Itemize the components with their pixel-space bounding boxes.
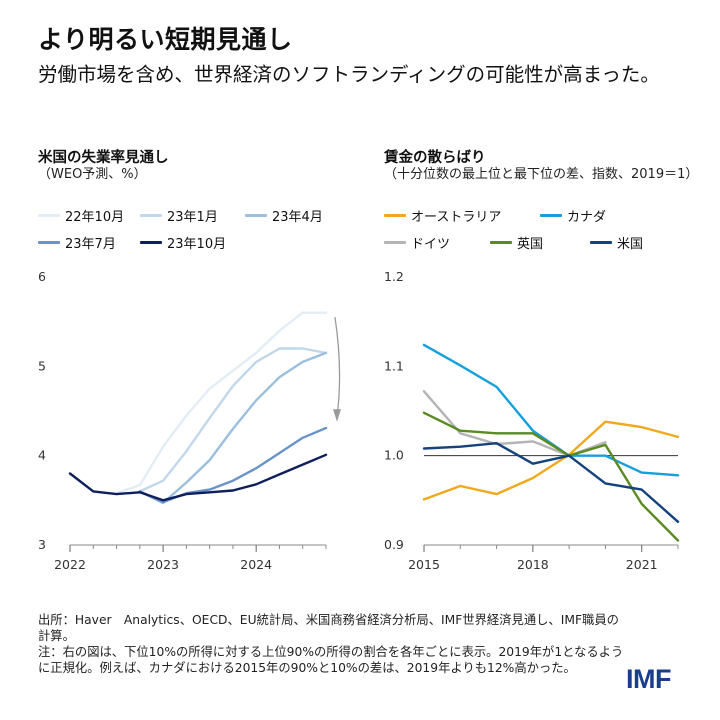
legend-swatch (384, 241, 406, 244)
y-tick-label: 1.2 (384, 269, 404, 284)
legend-swatch (384, 214, 406, 217)
legend-label: 23年4月 (272, 210, 323, 225)
wage-dispersion-chart: 1.2 1.1 1.0 0.9 2015 2018 2021 (384, 269, 680, 572)
legend-label: 米国 (617, 237, 644, 252)
legend-item: 23年1月 (140, 206, 218, 225)
legend-swatch (140, 214, 162, 217)
legend-label: 23年1月 (167, 210, 218, 225)
left-chart-unit: （WEO予測、%） (38, 167, 147, 182)
legend-swatch (245, 214, 267, 217)
series-line (115, 311, 328, 495)
page-title: より明るい短期見通し (38, 25, 293, 54)
series-line (422, 442, 680, 523)
y-tick-label: 1.1 (384, 358, 404, 373)
source-text: 出所：Haver Analytics、OECD、EU統計局、米国商務省経済分析局… (38, 613, 619, 643)
y-tick-label: 3 (38, 537, 46, 552)
right-chart-unit: （十分位数の最上位と最下位の差、指数、2019＝1） (384, 167, 699, 182)
note-text: 注：右の図は、下位10%の所得に対する上位90%の所得の割合を各年ごとに表示。2… (38, 645, 624, 675)
series-line (68, 453, 328, 502)
y-tick-label: 5 (38, 358, 46, 373)
legend-swatch (590, 241, 612, 244)
series-line (138, 351, 328, 505)
series-line (138, 347, 328, 493)
legend-item: カナダ (540, 206, 606, 225)
legend-item: 23年10月 (140, 233, 226, 252)
series-line (422, 411, 680, 542)
revision-arrow (334, 317, 341, 417)
legend-swatch (38, 241, 60, 244)
x-tick-label: 2022 (54, 557, 86, 572)
series-line (422, 420, 680, 501)
legend-item: オーストラリア (384, 206, 501, 225)
page-subtitle: 労働市場を含め、世界経済のソフトランディングの可能性が高まった。 (38, 63, 660, 86)
x-tick-label: 2021 (626, 557, 658, 572)
legend-item: 米国 (590, 233, 643, 252)
legend-label: ドイツ (411, 237, 451, 252)
unemployment-chart: 6 5 4 3 2022 2023 2024 (38, 269, 341, 572)
x-tick-label: 2023 (147, 557, 179, 572)
x-tick-label: 2015 (408, 557, 440, 572)
revision-arrowhead (333, 409, 341, 422)
legend-label: 23年7月 (65, 237, 116, 252)
y-tick-label: 0.9 (384, 537, 404, 552)
legend-item: 22年10月 (38, 206, 124, 225)
legend-label: 22年10月 (65, 210, 125, 225)
x-tick-label: 2018 (517, 557, 549, 572)
imf-logo: IMF (626, 664, 672, 694)
legend-label: オーストラリア (411, 210, 502, 225)
right-chart-title: 賃金の散らばり (384, 150, 486, 166)
legend-swatch (540, 214, 562, 217)
legend-label: カナダ (567, 210, 607, 225)
legend-swatch (140, 241, 162, 244)
y-tick-label: 6 (38, 269, 46, 284)
legend-label: 英国 (517, 237, 544, 252)
y-tick-label: 4 (38, 448, 46, 463)
legend-item: ドイツ (384, 233, 450, 252)
x-tick-label: 2024 (240, 557, 272, 572)
legend-item: 23年4月 (245, 206, 323, 225)
legend-item: 英国 (490, 233, 543, 252)
legend-item: 23年7月 (38, 233, 116, 252)
legend-swatch (490, 241, 512, 244)
legend-label: 23年10月 (167, 237, 227, 252)
legend-swatch (38, 214, 60, 217)
left-chart-title: 米国の失業率見通し (38, 150, 169, 166)
y-tick-label: 1.0 (384, 448, 404, 463)
footer-notes: 出所：Haver Analytics、OECD、EU統計局、米国商務省経済分析局… (38, 612, 628, 676)
